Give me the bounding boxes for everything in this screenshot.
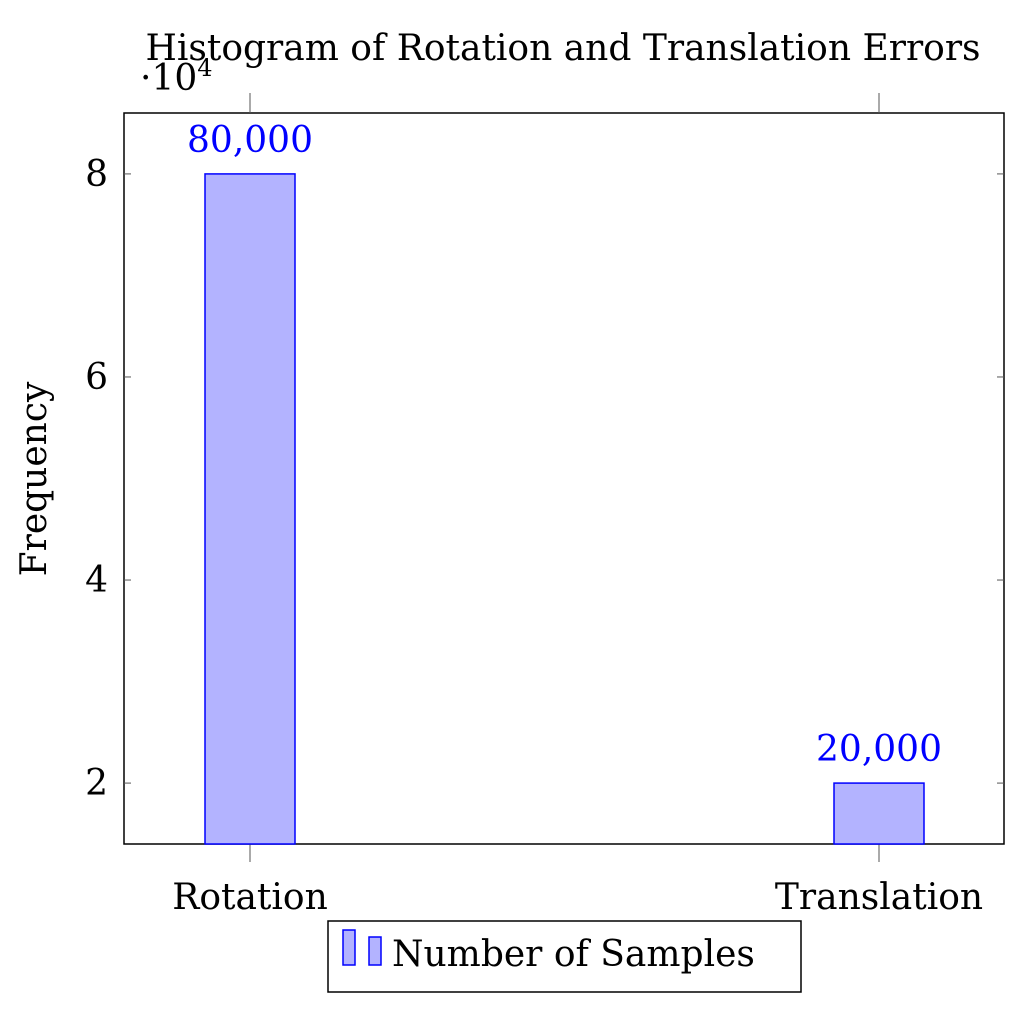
bar-data-label: 80,000 xyxy=(187,120,313,161)
bars-layer xyxy=(204,173,925,845)
legend-swatch-bar-1 xyxy=(342,929,356,966)
ticks-layer xyxy=(124,93,1004,862)
x-tick-label: Translation xyxy=(775,877,983,918)
labels-layer: 2 4 6 8 Rotation Translation 80,000 20,000 xyxy=(85,120,983,918)
bar-data-label: 20,000 xyxy=(816,729,942,770)
legend: Number of Samples xyxy=(327,920,802,993)
plot-area-frame xyxy=(123,112,1005,845)
y-tick-label: 6 xyxy=(85,357,108,398)
y-axis-scale-label: ·104 xyxy=(140,54,213,99)
y-axis-scale-base: ·10 xyxy=(140,58,197,99)
y-axis-scale-exponent: 4 xyxy=(197,54,212,82)
chart-title: Histogram of Rotation and Translation Er… xyxy=(145,28,980,69)
bar xyxy=(204,173,296,845)
x-tick-label: Rotation xyxy=(172,877,328,918)
bar xyxy=(833,782,925,845)
legend-swatch-bar-2 xyxy=(368,936,382,966)
y-tick-label: 4 xyxy=(85,560,108,601)
y-axis-label: Frequency xyxy=(14,381,55,576)
legend-box xyxy=(327,920,802,993)
y-tick-label: 8 xyxy=(85,154,108,195)
legend-label: Number of Samples xyxy=(392,934,755,975)
y-tick-label: 2 xyxy=(85,763,108,804)
